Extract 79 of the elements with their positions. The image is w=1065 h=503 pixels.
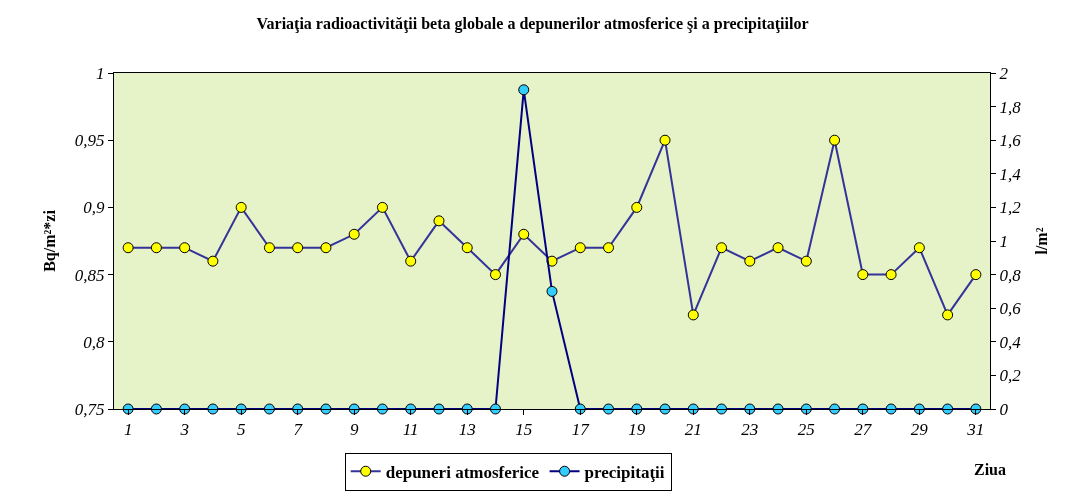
y-axis-title: Bq/m²*zi [40,209,59,272]
point [376,201,388,213]
point [292,242,304,254]
x-tick-label: 21 [684,420,702,440]
x-tick-label: 29 [910,420,929,440]
point [970,269,982,281]
x-tick-label: 11 [402,420,419,440]
point [885,269,897,281]
point [150,242,162,254]
point [942,309,954,321]
legend-label: depuneri atmosferice [385,462,540,482]
x-tick-label: 1 [123,420,133,440]
x-tick-label: 31 [966,420,985,440]
point [122,242,134,254]
point [489,403,501,415]
x-tick-label: 15 [515,420,533,440]
y2-tick-label: 2 [999,63,1009,83]
point [716,242,728,254]
point [489,269,501,281]
point [546,285,558,297]
point [829,403,841,415]
y2-tick-label: 0,2 [999,366,1022,386]
x-tick-label: 9 [349,420,359,440]
point [433,215,445,227]
y-tick-label: 0,95 [74,131,105,151]
y-tick-label: 0,8 [83,332,106,352]
point [263,242,275,254]
y2-axis-title: l/m² [1032,227,1050,255]
point [659,134,671,146]
y-tick-label: 0,75 [74,399,105,419]
point [829,134,841,146]
x-tick-label: 17 [571,420,591,440]
point [603,403,615,415]
y2-tick-label: 1 [999,231,1008,251]
point [800,255,812,267]
legend-label: precipitaţii [584,462,665,482]
point [518,228,530,240]
x-tick-label: 27 [854,420,873,440]
point [348,228,360,240]
point [687,309,699,321]
point [574,242,586,254]
point [263,403,275,415]
y2-tick-label: 0,4 [999,332,1022,352]
point [631,201,643,213]
y-tick-label: 0,9 [83,198,106,218]
x-tick-label: 19 [628,420,646,440]
x-tick-label: 23 [741,420,759,440]
point [235,201,247,213]
point [942,403,954,415]
x-tick-label: 25 [797,420,815,440]
point [405,255,417,267]
x-tick-label: 5 [236,420,246,440]
y-tick-label: 0,85 [74,265,105,285]
point [376,403,388,415]
point [207,255,219,267]
y2-tick-label: 1,8 [999,97,1022,117]
y2-tick-label: 0,6 [999,299,1022,319]
point [518,84,530,96]
point [857,269,869,281]
point [179,242,191,254]
point [603,242,615,254]
x-axis-title: Ziua [974,461,1007,478]
chart-title: Variaţia radioactivităţii beta globale a depunerilor atmosferice şi a precipitaţiilor [256,14,809,33]
point [320,242,332,254]
y2-tick-label: 0,8 [999,265,1022,285]
point [772,242,784,254]
point [913,242,925,254]
x-tick-label: 13 [458,420,476,440]
point [744,255,756,267]
y2-tick-label: 1,4 [999,164,1022,184]
y-tick-label: 1 [96,63,105,83]
point [150,403,162,415]
point [461,242,473,254]
x-tick-label: 7 [293,420,304,440]
x-tick-label: 3 [179,420,189,440]
point [716,403,728,415]
y2-tick-label: 0 [999,399,1009,419]
y2-tick-label: 1,2 [999,198,1022,218]
y2-tick-label: 1,6 [999,131,1022,151]
